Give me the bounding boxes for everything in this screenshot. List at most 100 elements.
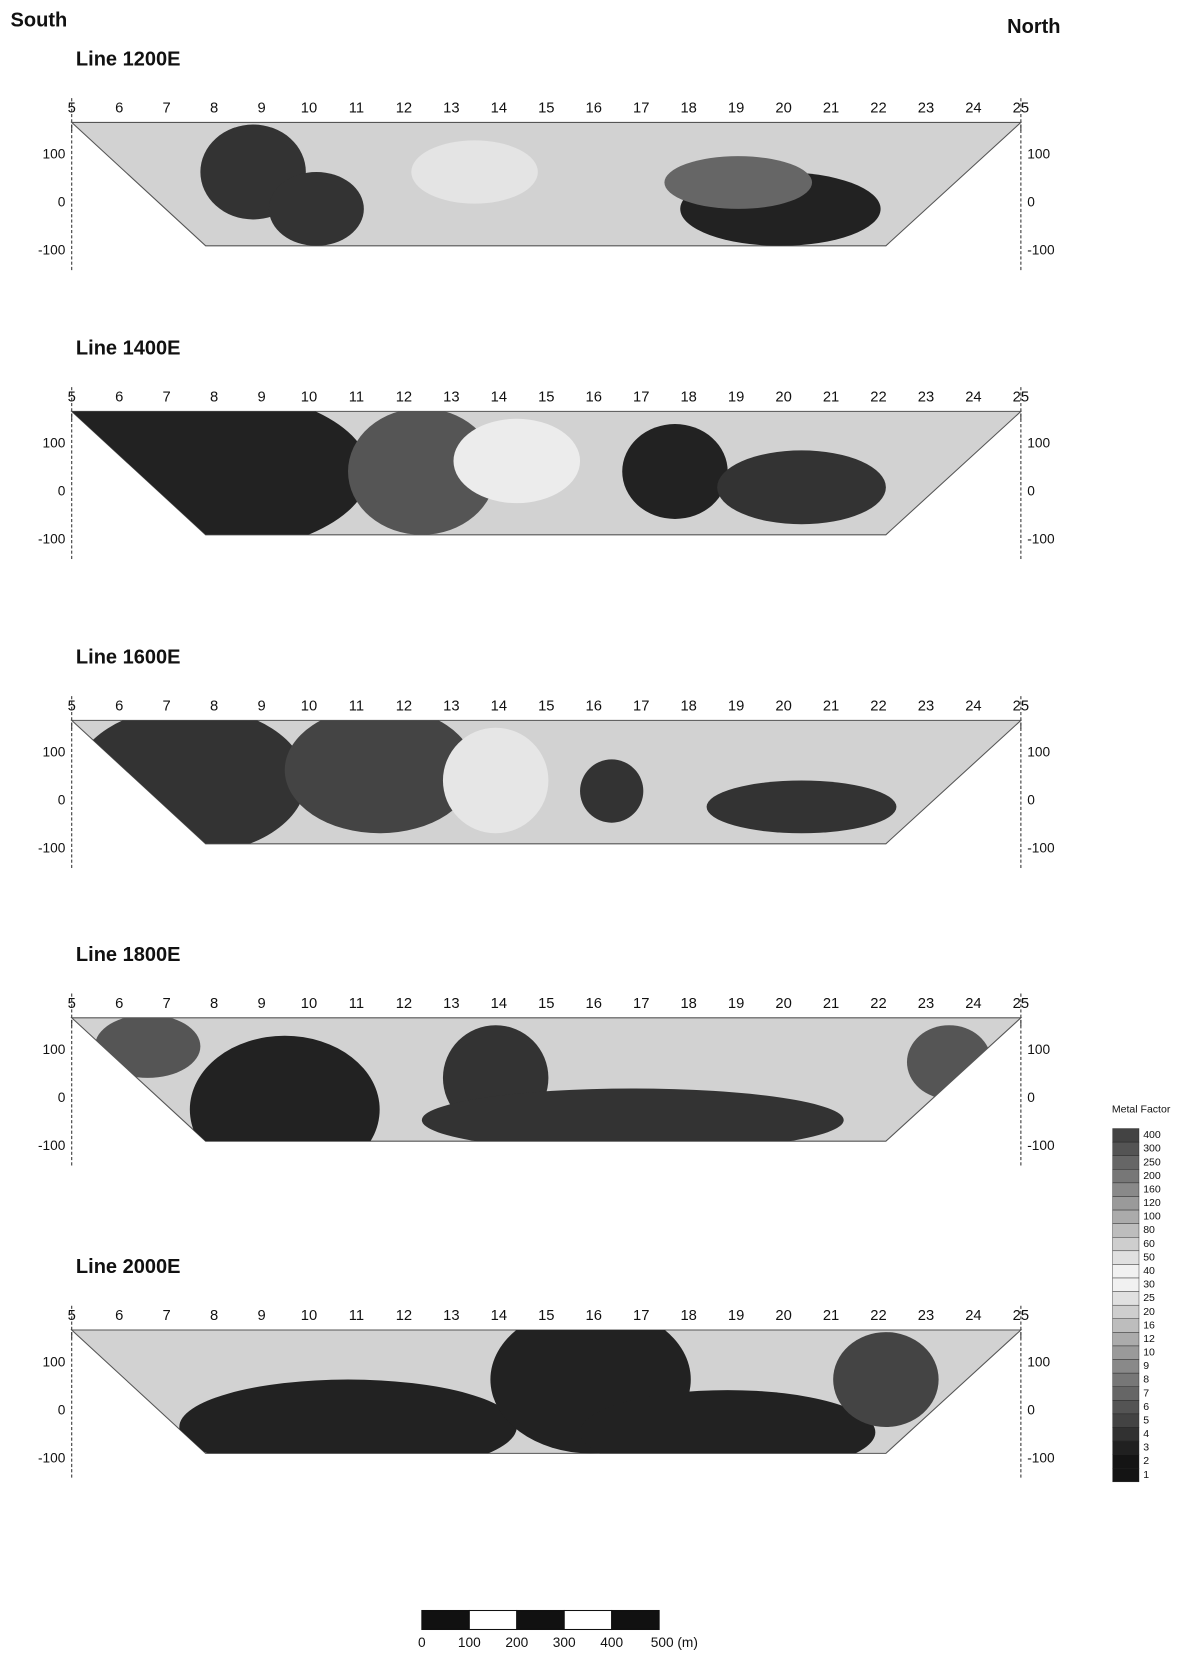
depth-label: -100 [38, 841, 66, 856]
depth-label: 100 [1027, 1354, 1050, 1369]
legend-label: 100 [1143, 1211, 1161, 1223]
anomaly [580, 759, 644, 823]
depth-label: -100 [1027, 1138, 1055, 1153]
scale-label: 200 [505, 1635, 528, 1650]
legend-label: 7 [1143, 1387, 1149, 1399]
station-label: 7 [163, 101, 171, 117]
station-label: 12 [396, 996, 412, 1012]
depth-label: -100 [38, 243, 66, 258]
station-label: 7 [163, 1308, 171, 1324]
station-label: 16 [586, 101, 602, 117]
legend-swatch [1112, 1318, 1140, 1333]
section-title: Line 1200E [76, 49, 181, 71]
depth-label: 100 [43, 745, 66, 760]
station-label: 6 [115, 699, 123, 715]
station-label: 19 [728, 699, 744, 715]
scale-label: 0 [418, 1635, 426, 1650]
legend-swatch [1112, 1250, 1140, 1265]
anomaly [706, 780, 897, 834]
station-label: 14 [491, 996, 507, 1012]
scale-segment [468, 1609, 518, 1631]
legend-label: 9 [1143, 1360, 1149, 1372]
anomalies [73, 720, 897, 844]
legend-swatch [1112, 1182, 1140, 1197]
anomaly [268, 171, 364, 246]
legend-swatch [1112, 1400, 1140, 1415]
scale-segment [421, 1609, 470, 1631]
station-label: 10 [301, 996, 317, 1012]
anomaly [664, 156, 813, 209]
depth-label: 0 [58, 195, 66, 210]
section-title: Line 1800E [76, 944, 181, 966]
station-label: 8 [210, 996, 218, 1012]
station-label: 13 [443, 1308, 459, 1324]
anomaly [421, 1088, 844, 1142]
legend-label: 12 [1143, 1333, 1155, 1345]
station-label: 9 [257, 996, 265, 1012]
station-label: 22 [870, 101, 886, 117]
legend-swatch [1112, 1128, 1140, 1143]
anomaly [442, 727, 549, 834]
station-label: 6 [115, 101, 123, 117]
station-label: 15 [538, 996, 554, 1012]
station-label: 24 [965, 390, 981, 406]
legend-label: 10 [1143, 1347, 1155, 1359]
station-label: 22 [870, 996, 886, 1012]
anomaly [580, 1390, 876, 1454]
station-label: 18 [680, 699, 696, 715]
station-label: 17 [633, 390, 649, 406]
depth-label: 0 [1027, 195, 1035, 210]
anomaly [284, 720, 475, 834]
station-label: 11 [349, 1308, 364, 1324]
station-label: 6 [115, 390, 123, 406]
station-label: 23 [918, 996, 934, 1012]
legend-swatch [1112, 1277, 1140, 1292]
anomaly [453, 418, 581, 504]
legend-swatch [1112, 1413, 1140, 1428]
anomaly [71, 411, 370, 535]
legend-title: Metal Factor [1112, 1103, 1171, 1115]
legend-label: 50 [1143, 1251, 1155, 1263]
legend-swatch [1112, 1345, 1140, 1360]
station-label: 5 [68, 1308, 76, 1324]
station-label: 10 [301, 699, 317, 715]
legend-label: 30 [1143, 1279, 1155, 1291]
legend-swatch [1112, 1372, 1140, 1387]
section: Line 1200E 5 6 7 8 9 10 11 12 13 14 15 16 17 18 19 20 21 2… [38, 49, 1055, 273]
station-label: 22 [870, 1308, 886, 1324]
anomaly [622, 424, 728, 519]
station-label: 20 [775, 390, 791, 406]
station-label: 20 [775, 1308, 791, 1324]
legend-label: 16 [1143, 1319, 1155, 1331]
depth-label: 0 [58, 1090, 66, 1105]
legend-label: 8 [1143, 1374, 1149, 1386]
legend-swatch [1112, 1332, 1140, 1347]
legend-swatch [1112, 1304, 1140, 1319]
anomalies [200, 124, 881, 246]
depth-label: -100 [38, 1450, 66, 1465]
section-title: Line 2000E [76, 1256, 181, 1278]
station-label: 21 [823, 390, 839, 406]
station-label: 20 [775, 699, 791, 715]
station-label: 11 [349, 996, 364, 1012]
legend-swatch [1112, 1386, 1140, 1401]
station-label: 12 [396, 1308, 412, 1324]
legend-label: 80 [1143, 1224, 1155, 1236]
station-label: 13 [443, 101, 459, 117]
station-label: 21 [823, 101, 839, 117]
station-label: 23 [918, 1308, 934, 1324]
depth-label: 100 [1027, 436, 1050, 451]
legend-swatch [1112, 1237, 1140, 1252]
station-label: 20 [775, 996, 791, 1012]
station-label: 9 [257, 101, 265, 117]
station-label: 24 [965, 1308, 981, 1324]
depth-label: 0 [1027, 793, 1035, 808]
station-label: 24 [965, 101, 981, 117]
station-label: 16 [586, 996, 602, 1012]
legend-label: 25 [1143, 1292, 1155, 1304]
depth-label: -100 [1027, 532, 1055, 547]
station-label: 14 [491, 101, 507, 117]
anomaly [189, 1035, 380, 1142]
scale-label: 100 [458, 1635, 481, 1650]
